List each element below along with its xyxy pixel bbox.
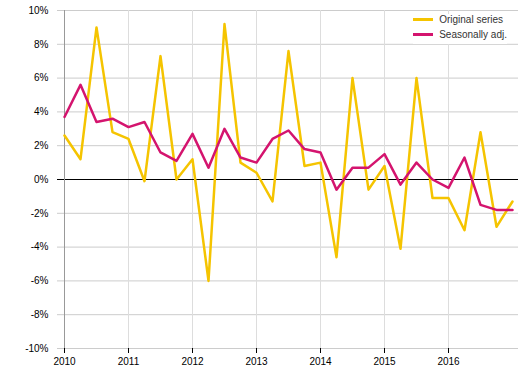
svg-text:0%: 0% [34,174,49,185]
html-text:Seasonally adj.: Seasonally adj. [439,29,507,40]
svg-text:2015: 2015 [373,356,396,367]
svg-text:2016: 2016 [437,356,460,367]
svg-text:-6%: -6% [31,275,49,286]
svg-text:2010: 2010 [53,356,76,367]
svg-text:-8%: -8% [31,309,49,320]
html-text:Original series: Original series [439,14,504,25]
svg-text:8%: 8% [34,39,49,50]
svg-text:2011: 2011 [118,356,140,367]
svg-text:2012: 2012 [181,356,204,367]
svg-text:2%: 2% [34,140,49,151]
svg-text:6%: 6% [34,72,49,83]
svg-text:2013: 2013 [245,356,268,367]
svg-text:-4%: -4% [31,241,49,252]
svg-text:-10%: -10% [25,343,48,354]
svg-text:4%: 4% [34,106,49,117]
svg-text:-2%: -2% [31,208,49,219]
svg-text:2014: 2014 [309,356,332,367]
svg-text:10%: 10% [28,5,48,16]
